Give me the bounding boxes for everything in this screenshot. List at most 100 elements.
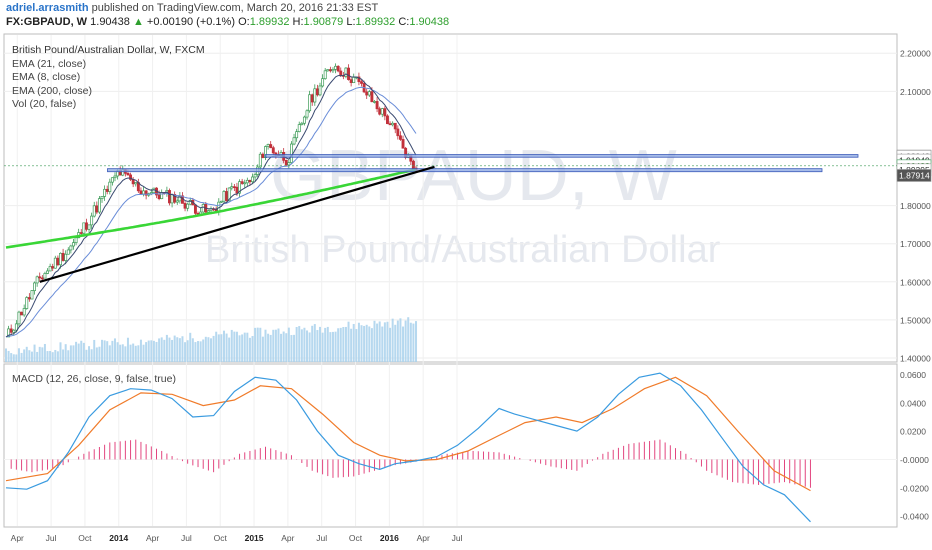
candle-down bbox=[126, 172, 130, 176]
volume-bar bbox=[75, 341, 78, 362]
macd-plot: 0.0600 0.0400 0.0200 -0.0000 -0.0200 -0.0400 bbox=[4, 370, 929, 523]
volume-bar bbox=[308, 332, 311, 362]
volume-bar bbox=[261, 336, 264, 362]
volume-bar bbox=[121, 344, 124, 362]
last-price: 1.90438 bbox=[90, 16, 130, 28]
candle-down bbox=[51, 266, 55, 269]
close-value: 1.90438 bbox=[409, 16, 450, 28]
time-tick-label: Jul bbox=[452, 533, 463, 543]
time-tick-label: Apr bbox=[417, 533, 430, 543]
volume-bar bbox=[215, 331, 218, 362]
volume-bar bbox=[142, 344, 145, 362]
volume-bar bbox=[248, 337, 251, 362]
volume-bar bbox=[399, 318, 402, 362]
volume-bar bbox=[251, 336, 254, 362]
candle-up bbox=[323, 70, 327, 80]
volume-bar bbox=[23, 349, 26, 362]
candle-up bbox=[367, 91, 371, 96]
candle-up bbox=[295, 131, 299, 139]
price-tick-label: 1.80000 bbox=[900, 201, 931, 211]
volume-bar bbox=[67, 350, 70, 362]
candle-up bbox=[326, 69, 330, 72]
candle-down bbox=[328, 69, 332, 72]
low-value: 1.89932 bbox=[355, 16, 396, 28]
symbol-label: FX:GBPAUD, W bbox=[6, 16, 88, 28]
time-tick-label: 2014 bbox=[109, 533, 128, 543]
price-tick-label: 1.40000 bbox=[900, 354, 931, 364]
volume-bar bbox=[25, 346, 28, 362]
volume-bar bbox=[222, 330, 225, 362]
indicator-ema21[interactable]: EMA (21, close) bbox=[12, 57, 87, 70]
volume-bar bbox=[150, 340, 153, 362]
indicator-ema200[interactable]: EMA (200, close) bbox=[12, 84, 92, 97]
volume-bar bbox=[350, 328, 353, 362]
volume-bar bbox=[321, 332, 324, 362]
volume-bar bbox=[178, 338, 181, 362]
candle-down bbox=[393, 122, 397, 130]
volume-bar bbox=[181, 336, 184, 362]
candle-up bbox=[64, 253, 68, 261]
volume-bar bbox=[360, 325, 363, 362]
candle-down bbox=[349, 79, 353, 83]
volume-bar bbox=[264, 329, 267, 362]
volume-bar bbox=[168, 337, 171, 362]
volume-bar bbox=[38, 346, 41, 362]
volume-bar bbox=[370, 328, 373, 362]
volume-bar bbox=[409, 322, 412, 362]
indicator-ema8[interactable]: EMA (8, close) bbox=[12, 71, 81, 83]
volume-bar bbox=[139, 339, 142, 362]
volume-bar bbox=[191, 338, 194, 362]
indicator-volume[interactable]: Vol (20, false) bbox=[12, 98, 77, 110]
volume-bar bbox=[233, 331, 236, 362]
volume-bar bbox=[64, 344, 67, 362]
volume-bar bbox=[59, 342, 62, 362]
candle-down bbox=[396, 128, 400, 137]
volume-bar bbox=[15, 354, 18, 362]
time-tick-label: Apr bbox=[146, 533, 159, 543]
author-link[interactable]: adriel.arrasmith bbox=[6, 2, 89, 14]
candle-up bbox=[380, 108, 384, 115]
volume-bar bbox=[331, 331, 334, 362]
volume-bar bbox=[217, 334, 220, 362]
candle-up bbox=[12, 329, 16, 333]
volume-bar bbox=[207, 337, 210, 362]
candle-down bbox=[261, 153, 265, 158]
candle-up bbox=[142, 190, 145, 195]
volume-bar bbox=[28, 350, 31, 362]
volume-bar bbox=[189, 332, 192, 362]
volume-bar bbox=[402, 326, 405, 362]
volume-bar bbox=[287, 327, 290, 362]
candle-down bbox=[271, 147, 275, 154]
volume-bar bbox=[334, 331, 337, 362]
change-up-icon: ▲ bbox=[132, 16, 144, 28]
candle-up bbox=[297, 124, 301, 133]
macd-label[interactable]: MACD (12, 26, close, 9, false, true) bbox=[12, 373, 176, 385]
candle-up bbox=[251, 176, 254, 183]
candle-up bbox=[331, 69, 335, 72]
candle-up bbox=[373, 101, 376, 103]
volume-bar bbox=[194, 342, 197, 362]
candle-up bbox=[110, 177, 114, 183]
candle-down bbox=[144, 190, 148, 196]
volume-bar bbox=[274, 329, 277, 362]
volume-bar bbox=[7, 350, 10, 362]
candle-up bbox=[188, 199, 192, 205]
volume-bar bbox=[318, 326, 321, 362]
time-tick-label: Apr bbox=[281, 533, 294, 543]
high-value: 1.90879 bbox=[303, 16, 344, 28]
volume-bar bbox=[378, 321, 381, 362]
volume-bar bbox=[95, 347, 98, 362]
candle-up bbox=[344, 67, 348, 77]
publish-text: published on TradingView.com, March 20, … bbox=[91, 2, 379, 14]
volume-bar bbox=[204, 336, 207, 362]
volume-bar bbox=[303, 327, 306, 362]
candle-down bbox=[61, 252, 65, 261]
volume-bar bbox=[394, 324, 397, 362]
volume-bar bbox=[186, 340, 189, 362]
volume-bar bbox=[311, 325, 314, 362]
volume-bar bbox=[355, 329, 358, 362]
candle-down bbox=[183, 203, 187, 209]
volume-bar bbox=[199, 341, 202, 362]
candle-up bbox=[175, 200, 179, 203]
